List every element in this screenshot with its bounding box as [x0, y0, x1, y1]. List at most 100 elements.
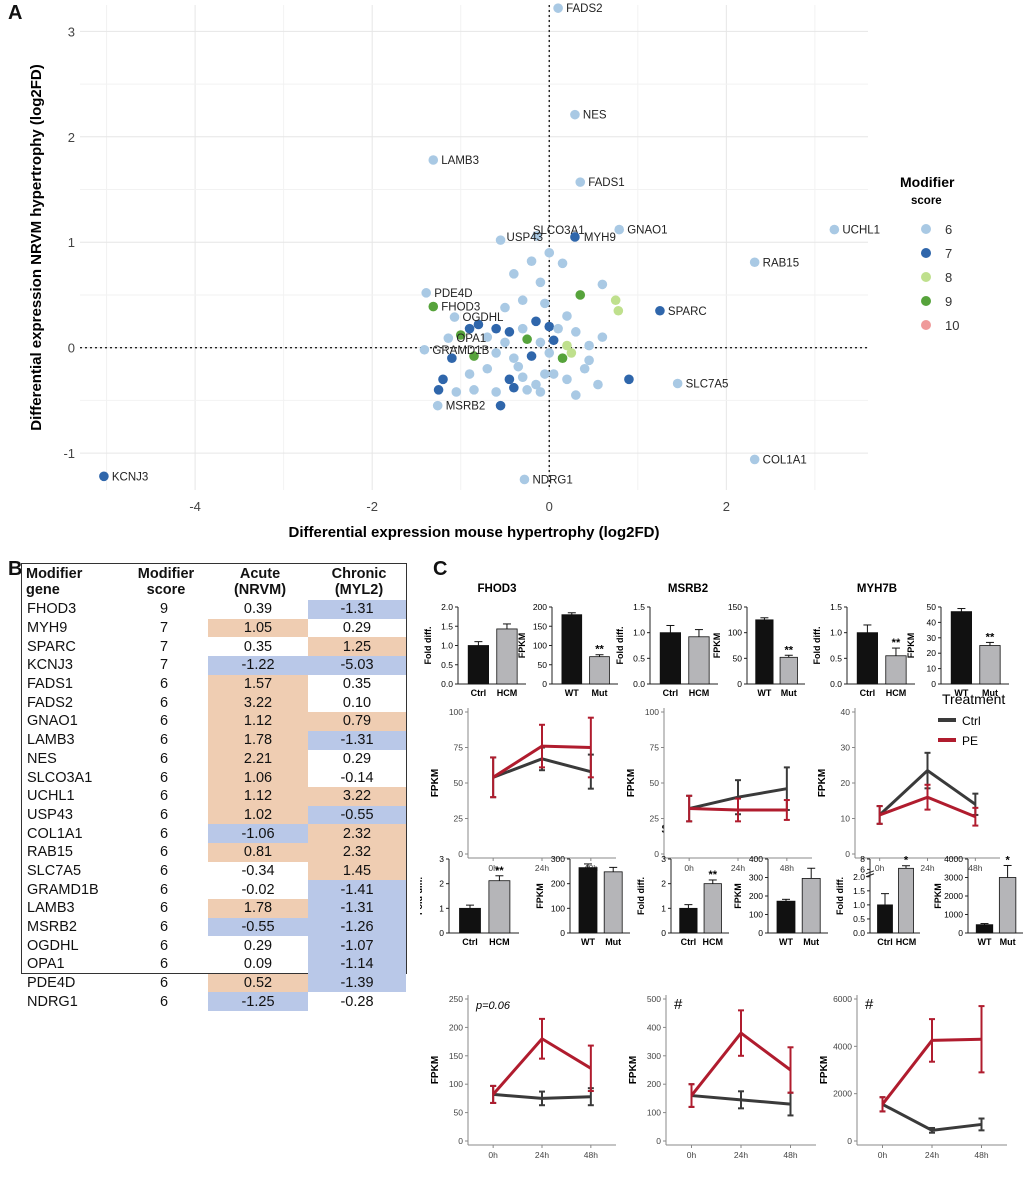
cell-score: 6 [159, 732, 169, 749]
data-point [451, 387, 462, 397]
data-point [482, 332, 493, 342]
cell-gene: FHOD3 [27, 601, 77, 618]
bar [561, 614, 583, 685]
y-tick-label: 4000 [833, 1041, 852, 1051]
y-axis-title: FPKM [733, 883, 743, 909]
y-tick-label: 3 [439, 854, 444, 864]
header-score: Modifier score [137, 566, 195, 598]
y-tick-label: 1000 [944, 910, 963, 920]
cell-acute: 1.12 [208, 712, 308, 731]
annotation-note: p=0.06 [475, 1000, 511, 1012]
y-axis-title: FPKM [626, 769, 637, 797]
legend-swatch [921, 248, 931, 258]
legend-label: 10 [945, 318, 959, 333]
y-tick-label: 75 [454, 743, 464, 753]
bar [488, 880, 511, 934]
table-row: OGDHL 6 0.29 -1.07 [22, 936, 406, 956]
cell-acute: 0.29 [243, 937, 273, 954]
cell-chronic: -1.14 [308, 955, 406, 974]
legend-swatch [921, 296, 931, 306]
data-point [491, 387, 501, 397]
x-tick-label: WT [779, 937, 793, 947]
y-tick-label: 50 [454, 778, 464, 788]
table-row: NES 6 2.21 0.29 [22, 749, 406, 769]
cell-score: 6 [159, 694, 169, 711]
bar-chart-sorbs2: 0 1 2 3 Ctrl HCM ** Fold diff. [636, 854, 729, 947]
table-row: KCNJ3 7 -1.22 -5.03 [22, 656, 406, 675]
y-tick-label: 25 [650, 814, 660, 824]
data-point [513, 361, 524, 372]
data-point-nes [570, 109, 580, 120]
legend-label: 9 [945, 294, 952, 309]
y-tick-label: 1.0 [830, 628, 842, 638]
point-label: FADS2 [566, 3, 602, 15]
y-tick-label: 2000 [944, 891, 963, 901]
x-tick-label: Mut [1000, 937, 1016, 947]
line-chart-sorbs2: 0 100 200 300 400 500 0h 24h 48h FPKM # [628, 994, 816, 1160]
cell-chronic: -0.28 [340, 993, 374, 1010]
cell-score: 9 [159, 601, 169, 618]
data-point [540, 298, 550, 309]
significance-label: ** [784, 644, 793, 656]
data-point-opa1 [443, 333, 454, 343]
cell-score: 6 [159, 713, 169, 730]
cell-acute: 3.22 [208, 693, 308, 713]
y-tick-label: 6 [860, 864, 865, 874]
axis-break-mark [865, 870, 875, 878]
y-tick-label: 3000 [944, 873, 963, 883]
y-tick-label: 50 [538, 660, 548, 670]
cell-acute: 1.12 [208, 786, 308, 806]
header-acute: Acute (NRVM) [233, 566, 287, 598]
cell-score: 6 [159, 975, 169, 992]
data-point [571, 327, 581, 337]
cell-gene: MSRB2 [27, 919, 77, 936]
data-point [584, 340, 594, 351]
significance-label: * [904, 855, 909, 867]
y-tick-label: 100 [533, 641, 547, 651]
cell-acute: -1.25 [208, 992, 308, 1012]
line-chart-nppb: 0 2000 4000 6000 0h 24h 48h FPKM # [819, 994, 1007, 1160]
data-point-slco3a1 [532, 231, 542, 241]
legend-swatch [921, 272, 931, 282]
cell-score: 6 [159, 919, 169, 936]
cell-chronic: 3.22 [308, 786, 406, 806]
point-label: USP43 [507, 232, 543, 244]
cell-score: 6 [159, 825, 169, 842]
data-point [562, 311, 572, 321]
y-tick-label: 300 [551, 854, 565, 864]
data-point [593, 379, 603, 390]
y-tick-label: 0 [458, 1136, 463, 1146]
table-row: FHOD3 9 0.39 -1.31 [22, 600, 406, 619]
cell-gene: NES [27, 750, 57, 767]
y-axis-title: FPKM [535, 883, 545, 909]
table-row: FADS2 6 3.22 0.10 [22, 693, 406, 713]
x-tick-label: 0h [488, 1150, 498, 1160]
y-tick-label: 0 [661, 928, 666, 938]
y-tick-label: 2000 [833, 1089, 852, 1099]
y-axis-title: FPKM [933, 883, 943, 909]
cell-gene: UCHL1 [27, 788, 75, 805]
y-axis-title: FPKM [628, 1056, 639, 1084]
x-tick-label: 24h [920, 863, 934, 873]
data-point-gnao1 [614, 224, 625, 235]
y-tick-label: 2.0 [441, 602, 453, 612]
data-point [562, 374, 572, 385]
x-tick-label: Ctrl [860, 688, 876, 698]
y-axis-title: FPKM [430, 1056, 441, 1084]
panel-label-b: B [8, 558, 23, 580]
bar [856, 632, 878, 685]
data-point [482, 363, 493, 374]
bar [801, 878, 821, 934]
y-tick-label: 0.0 [441, 679, 453, 689]
line-chart-myh7b: 0 10 20 30 40 0h 24h 48h FPKM Treatment Ctrl PE [817, 691, 1005, 873]
y-tick-label: 150 [533, 621, 547, 631]
cell-chronic: 2.32 [308, 824, 406, 843]
table-row: MYH9 7 1.05 0.29 [22, 618, 406, 638]
data-point-col1a1 [749, 454, 760, 465]
table-header-row: Modifier gene Modifier score Acute (NRVM… [22, 564, 406, 600]
y-tick-label: 0 [542, 679, 547, 689]
cell-score: 6 [159, 806, 169, 823]
cell-gene: SPARC [27, 638, 76, 655]
bar [659, 632, 681, 685]
legend-swatch [921, 320, 931, 330]
